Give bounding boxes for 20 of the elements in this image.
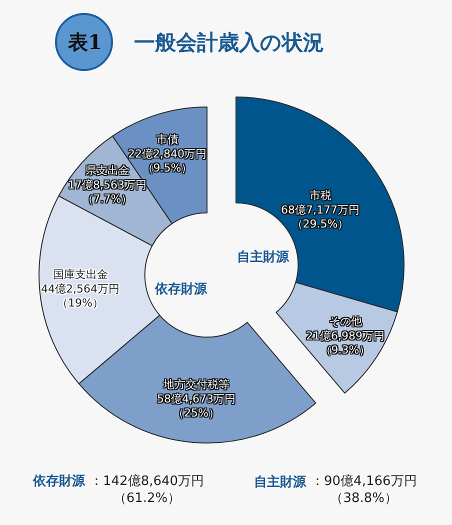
slice-label: 県支出金 (85, 164, 130, 177)
text: 自主財源 (254, 474, 307, 490)
slice-label: 国庫支出金 (52, 268, 108, 281)
text: ：142億8,640万円（61.2%） (90, 474, 204, 506)
data-label: 68億7,177万円（29.5%） (281, 203, 360, 231)
text: 自主財源 (237, 249, 290, 265)
text: 依存財源 (154, 282, 208, 297)
chart-title: 一般会計歳入の状況 (134, 29, 324, 54)
data-label: 22億2,840万円（9.5%） (128, 147, 206, 175)
text: ：90億4,166万円（38.8%） (311, 474, 417, 506)
data-label: 21億6,989万円（9.3%） (306, 329, 384, 357)
data-label: 17億8,563万円（7.7%） (68, 178, 146, 206)
text: 依存財源 (32, 474, 86, 489)
slice-label: 市債 (156, 133, 178, 146)
slice-label: 地方交付税等 (162, 378, 230, 391)
slice-label: その他 (328, 315, 362, 328)
data-label: 44億2,564万円（19%） (41, 282, 120, 310)
slice-label: 市税 (309, 189, 332, 202)
data-label: 58億4,673万円（25%） (157, 392, 236, 420)
text: 表1 (67, 30, 102, 54)
